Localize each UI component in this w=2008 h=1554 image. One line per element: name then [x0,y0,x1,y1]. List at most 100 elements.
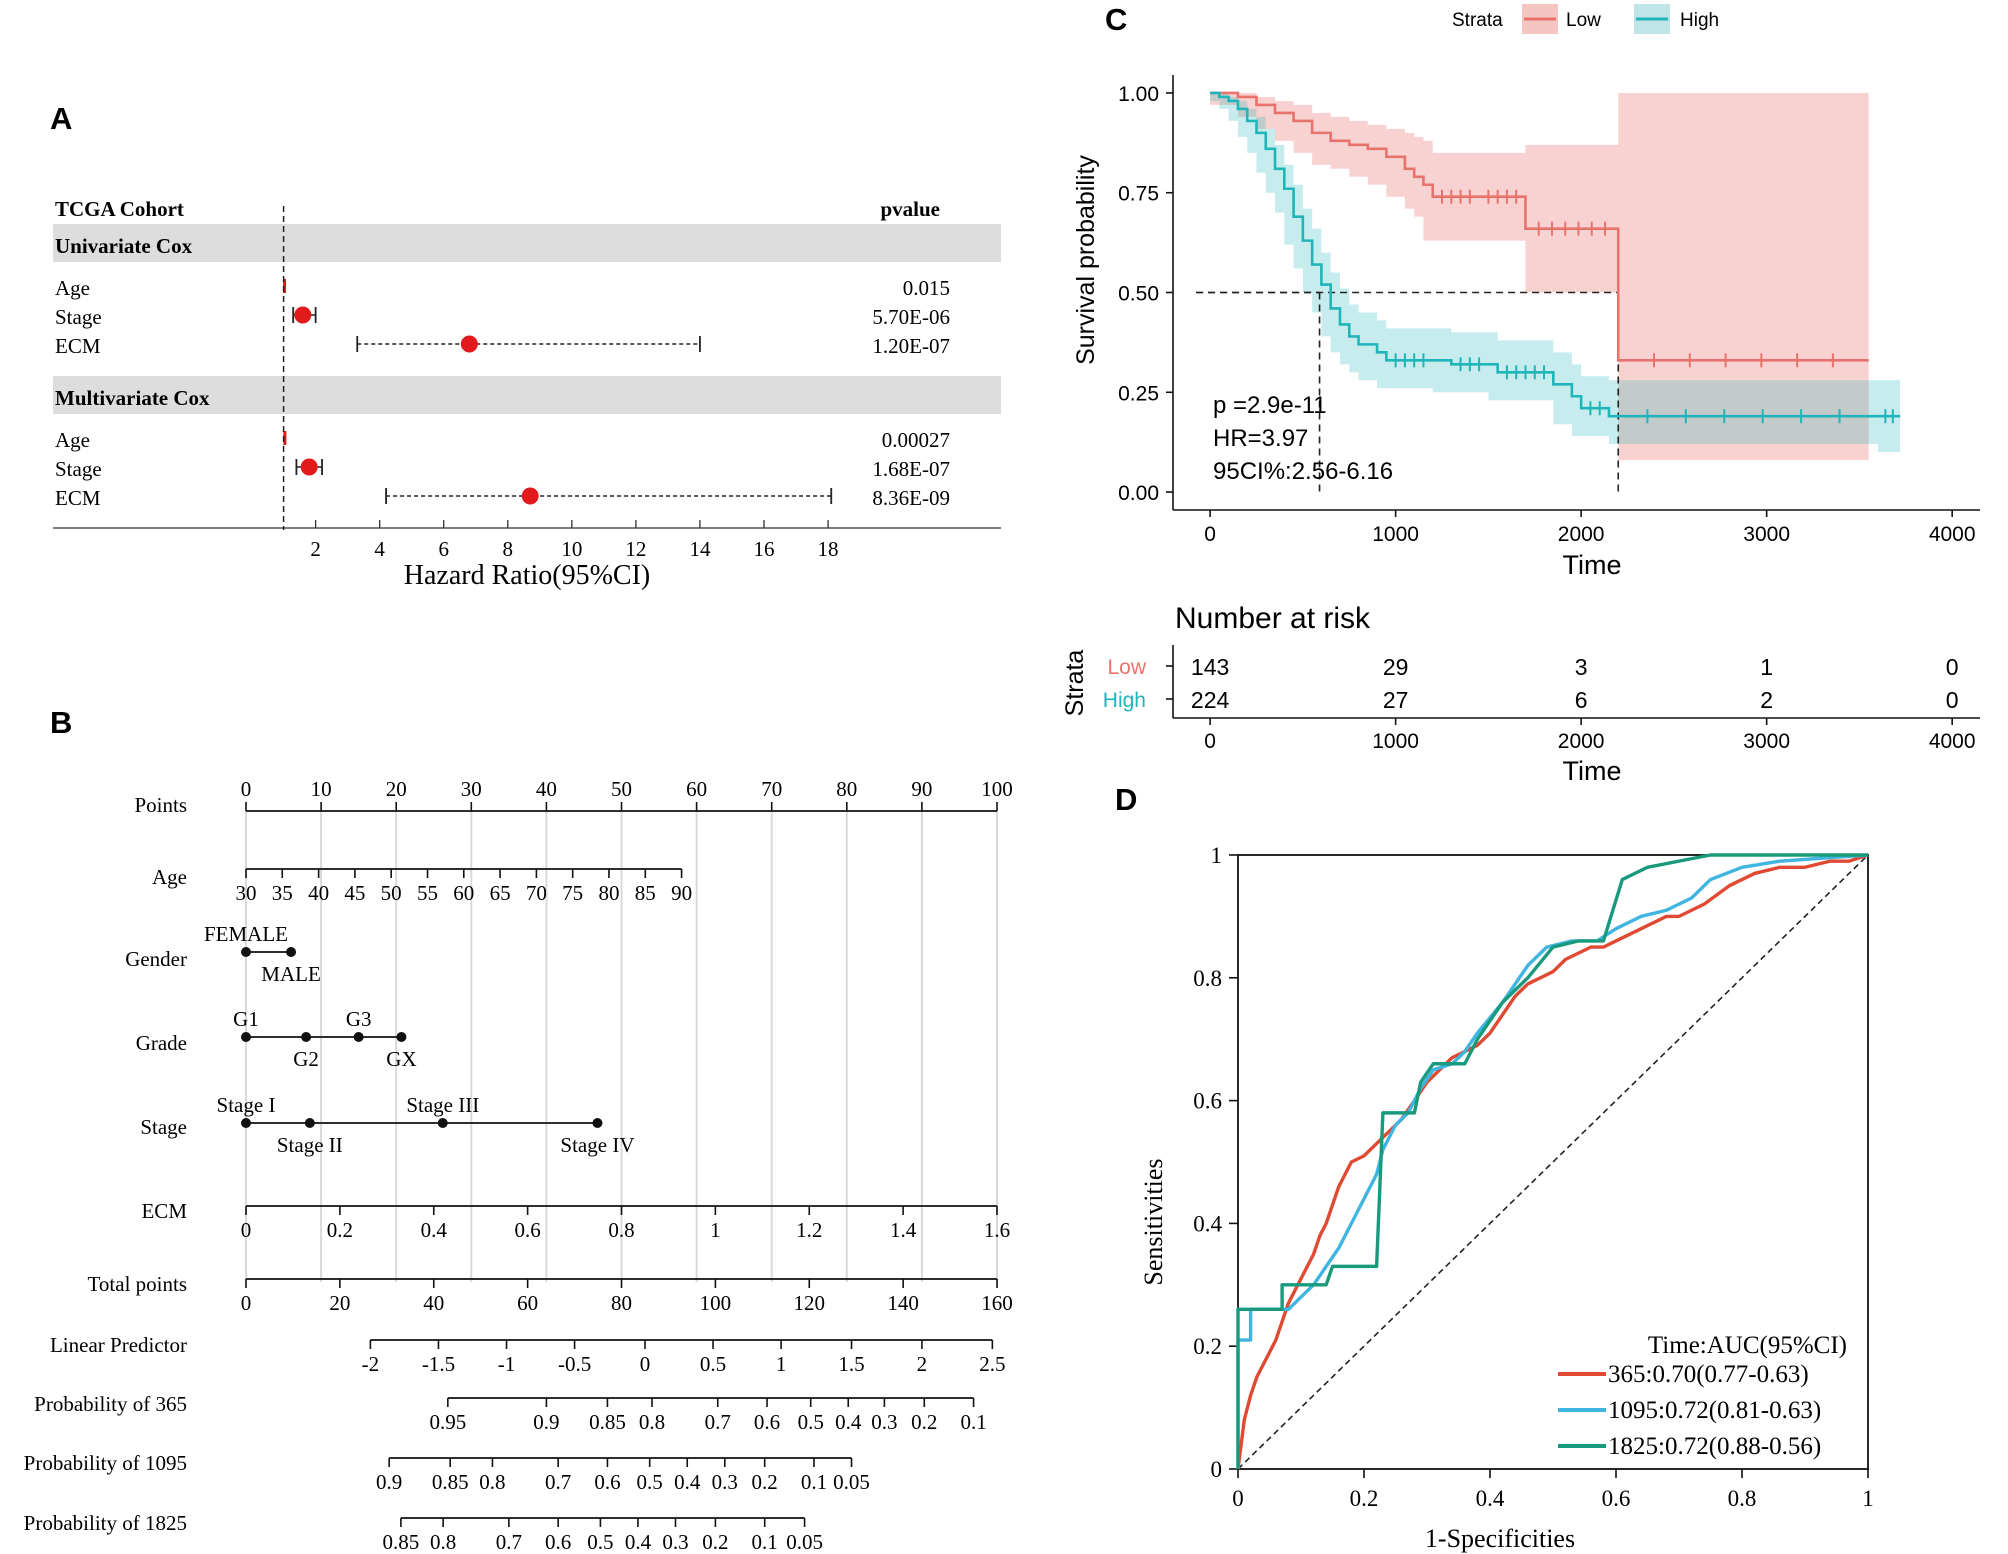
x-tick-label: 4 [374,537,385,561]
survival-panel: C Strata Low High 0.00 0.25 0.50 0.75 1.00 0 1… [1061,2,1980,786]
nomogram-tick-label: 0.1 [801,1470,827,1494]
nomogram-tick-label: 0.6 [515,1218,541,1242]
nomogram-tick-label: 120 [794,1291,826,1315]
roc-legend-label: 1825:0.72(0.88-0.56) [1608,1433,1821,1460]
nomogram-level-point [286,947,297,957]
nomogram-tick-label: 50 [381,881,402,905]
nomogram-level-point [396,1032,407,1042]
forest-plot-panel: A TCGA Cohort pvalue Univariate Cox Mult… [50,101,1001,591]
hr-point [294,306,312,324]
nomogram-tick-label: 90 [911,777,932,801]
risk-count: 0 [1946,687,1959,713]
roc-x-tick-label: 1 [1862,1486,1874,1511]
roc-plot-frame [1237,854,1869,1470]
nomogram-tick-label: 40 [423,1291,444,1315]
legend-high-label: High [1680,10,1719,31]
forest-row-pvalue: 0.015 [903,276,950,300]
nomogram-level-label: G2 [293,1047,319,1071]
roc-x-tick-label: 0 [1232,1486,1244,1511]
hr-point [283,279,287,293]
nomogram-tick-label: 100 [700,1291,732,1315]
nomogram-tick-label: 1.5 [838,1352,864,1376]
nomogram-tick-label: 0.2 [911,1410,937,1434]
nomogram-tick-label: 10 [311,777,332,801]
roc-y-tick-label: 0.2 [1193,1334,1222,1359]
roc-panel: D 0 0.2 0.4 0.6 0.8 1 0 0.2 0.4 0.6 0.8 1 Sensitivi… [1115,782,1874,1553]
risk-x-tick-label: 0 [1204,730,1216,753]
panel-label-b: B [50,705,72,740]
roc-y-tick-label: 0.4 [1193,1211,1222,1236]
x-tick-label: 4000 [1929,523,1976,546]
risk-count: 27 [1383,687,1409,713]
risk-row-label: High [1103,689,1146,712]
nomogram-tick-label: 0.2 [702,1530,728,1554]
nomogram-tick-label: 0.85 [589,1410,626,1434]
nomogram-tick-label: 2.5 [979,1352,1005,1376]
nomogram-tick-label: 60 [453,881,474,905]
roc-legend-label: 365:0.70(0.77-0.63) [1608,1361,1809,1388]
nomogram-tick-label: -0.5 [558,1352,591,1376]
nomogram-tick-label: 0.3 [871,1410,897,1434]
nomogram-tick-label: 30 [236,881,257,905]
roc-y-label: Sensitivities [1139,1158,1168,1285]
risk-count: 224 [1191,687,1230,713]
nomogram-level-label: FEMALE [204,922,288,946]
hr-point [300,458,318,476]
forest-row-label: Stage [55,305,102,329]
nomogram-tick-label: 100 [981,777,1013,801]
nomogram-tick-label: 0.7 [496,1530,522,1554]
forest-row-label: ECM [55,334,101,358]
nomogram-level-point [301,1032,312,1042]
legend-low-label: Low [1566,10,1601,31]
nomogram-tick-label: 35 [272,881,293,905]
nomogram-level-label: Stage IV [560,1133,634,1157]
roc-x-label: 1-Specificities [1425,1524,1575,1553]
hr-point [521,487,539,505]
annotation-hr: HR=3.97 [1213,425,1308,452]
forest-row-label: Stage [55,457,102,481]
risk-x-tick-label: 4000 [1929,730,1976,753]
risk-count: 6 [1575,687,1588,713]
risk-x-tick-label: 2000 [1558,730,1605,753]
nomogram-tick-label: 0.85 [383,1530,420,1554]
panel-label-c: C [1105,2,1127,37]
nomogram-level-label: G1 [233,1007,259,1031]
x-tick-label: 2000 [1558,523,1605,546]
forest-row-pvalue: 5.70E-06 [872,305,950,329]
hr-point [283,431,287,445]
roc-y-tick-label: 0 [1211,1457,1223,1482]
nomogram-level-point [437,1118,448,1128]
roc-x-tick-label: 0.2 [1350,1486,1379,1511]
x-tick-label: 3000 [1743,523,1790,546]
nomogram-level-label: Stage III [406,1093,479,1117]
roc-legend-title: Time:AUC(95%CI) [1648,1332,1847,1359]
nomogram-tick-label: 0.05 [786,1530,823,1554]
nomogram-level-label: GX [386,1047,416,1071]
y-tick-label: 1.00 [1118,83,1159,106]
risk-table-title: Number at risk [1175,602,1371,635]
nomogram-tick-label: 1.6 [984,1218,1010,1242]
nomogram-tick-label: 0.5 [798,1410,824,1434]
nomogram-row-label: Age [152,865,187,889]
risk-table-y-label: Strata [1061,650,1089,717]
nomogram-tick-label: 2 [917,1352,928,1376]
risk-count: 1 [1760,654,1773,680]
nomogram-row-label: Gender [125,947,187,971]
nomogram-tick-label: 1.2 [796,1218,822,1242]
nomogram-tick-label: 0.2 [327,1218,353,1242]
roc-y-tick-label: 1 [1211,843,1223,868]
nomogram-tick-label: 0.5 [587,1530,613,1554]
nomogram-tick-label: 0.8 [639,1410,665,1434]
nomogram-tick-label: 0 [241,777,252,801]
risk-count: 3 [1575,654,1588,680]
nomogram-row-label: Stage [140,1115,187,1139]
nomogram-row-label: Linear Predictor [50,1333,187,1357]
ci-band-high [1210,92,1901,453]
survival-legend: Strata Low High [1452,4,1719,34]
nomogram-tick-label: 0.9 [533,1410,559,1434]
nomogram-tick-label: 0 [241,1291,252,1315]
nomogram-tick-label: 0.8 [608,1218,634,1242]
x-tick-label: 1000 [1372,523,1419,546]
nomogram-tick-label: 0.4 [674,1470,701,1494]
nomogram-row-label: Probability of 1095 [24,1451,187,1475]
